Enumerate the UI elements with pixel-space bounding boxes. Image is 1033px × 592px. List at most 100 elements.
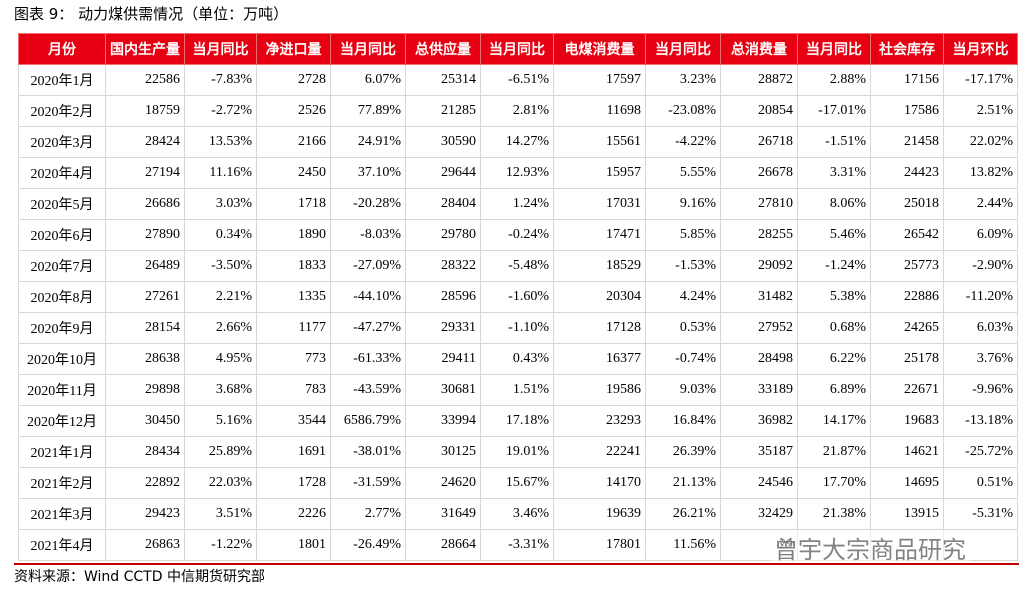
cell: 28638	[105, 343, 185, 375]
cell: 31482	[720, 281, 798, 313]
cell: 5.55%	[645, 157, 721, 189]
header-cell: 当月同比	[797, 33, 871, 65]
cell: 32429	[720, 498, 798, 530]
cell: -17.17%	[943, 64, 1018, 96]
cell: 14.27%	[480, 126, 554, 158]
cell: 18529	[553, 250, 646, 282]
cell: 28498	[720, 343, 798, 375]
cell: 26686	[105, 188, 185, 220]
cell: 24265	[870, 312, 944, 344]
cell: 3.46%	[480, 498, 554, 530]
cell: 37.10%	[330, 157, 406, 189]
row: 2020年11月 29898 3.68% 783 -43.59% 30681 1.51% 19…	[18, 374, 1018, 406]
cell: 30681	[405, 374, 481, 406]
rule	[14, 563, 1019, 565]
cell: -1.60%	[480, 281, 554, 313]
cell: 2.21%	[184, 281, 257, 313]
cell: 17156	[870, 64, 944, 96]
cell: 17586	[870, 95, 944, 127]
cell: 22.03%	[184, 467, 257, 499]
cell: 6.07%	[330, 64, 406, 96]
cell: 1728	[256, 467, 331, 499]
cell: 1833	[256, 250, 331, 282]
cell: 19683	[870, 405, 944, 437]
cell: 35187	[720, 436, 798, 468]
cell: 1177	[256, 312, 331, 344]
cell: 15.67%	[480, 467, 554, 499]
cell: 9.03%	[645, 374, 721, 406]
header-cell: 当月同比	[330, 33, 406, 65]
row: 2020年6月 27890 0.34% 1890 -8.03% 29780 -0.24% 17…	[18, 219, 1018, 251]
cell: 20854	[720, 95, 798, 127]
cell: 28424	[105, 126, 185, 158]
cell: -38.01%	[330, 436, 406, 468]
cell: 0.34%	[184, 219, 257, 251]
cell: -47.27%	[330, 312, 406, 344]
cell: 22241	[553, 436, 646, 468]
cell: 2021年2月	[18, 467, 106, 499]
cell: -1.53%	[645, 250, 721, 282]
cell: 17471	[553, 219, 646, 251]
cell: 29898	[105, 374, 185, 406]
cell: 21.13%	[645, 467, 721, 499]
cell: 2020年2月	[18, 95, 106, 127]
cell: 3.31%	[797, 157, 871, 189]
row: 2020年7月 26489 -3.50% 1833 -27.09% 28322 -5.48%…	[18, 250, 1018, 282]
cell: 0.68%	[797, 312, 871, 344]
cell: 26863	[105, 529, 185, 561]
cell: 2020年12月	[18, 405, 106, 437]
cell: 14621	[870, 436, 944, 468]
cell: 6586.79%	[330, 405, 406, 437]
cell: -13.18%	[943, 405, 1018, 437]
cell: 8.06%	[797, 188, 871, 220]
cell: 24546	[720, 467, 798, 499]
cell: 2021年4月	[18, 529, 106, 561]
cell: 2020年11月	[18, 374, 106, 406]
cell: 27261	[105, 281, 185, 313]
header-cell: 国内生产量	[105, 33, 185, 65]
row: 2020年3月 28424 13.53% 2166 24.91% 30590 14.27% 1…	[18, 126, 1018, 158]
cell: 13915	[870, 498, 944, 530]
cell: 15957	[553, 157, 646, 189]
cell: 27952	[720, 312, 798, 344]
cell: 6.22%	[797, 343, 871, 375]
cell: 27810	[720, 188, 798, 220]
cell: 22886	[870, 281, 944, 313]
row: 2021年3月 29423 3.51% 2226 2.77% 31649 3.46% 1963…	[18, 498, 1018, 530]
cell: 2020年7月	[18, 250, 106, 282]
cell: -23.08%	[645, 95, 721, 127]
cell: 36982	[720, 405, 798, 437]
cell: 4.95%	[184, 343, 257, 375]
cell: 1718	[256, 188, 331, 220]
cell: 5.38%	[797, 281, 871, 313]
cell: 23293	[553, 405, 646, 437]
cell: 30590	[405, 126, 481, 158]
cell: 9.16%	[645, 188, 721, 220]
row: 2020年8月 27261 2.21% 1335 -44.10% 28596 -1.60% 2…	[18, 281, 1018, 313]
cell: 14695	[870, 467, 944, 499]
cell: 1691	[256, 436, 331, 468]
cell: 25178	[870, 343, 944, 375]
cell: 22.02%	[943, 126, 1018, 158]
header-cell: 电煤消费量	[553, 33, 646, 65]
cell: 11698	[553, 95, 646, 127]
cell: 3.03%	[184, 188, 257, 220]
cell: 22892	[105, 467, 185, 499]
cell: 21285	[405, 95, 481, 127]
cell: 16.84%	[645, 405, 721, 437]
row: 2021年2月 22892 22.03% 1728 -31.59% 24620 15.67%…	[18, 467, 1018, 499]
cell: 3544	[256, 405, 331, 437]
cell: 2166	[256, 126, 331, 158]
header-cell: 净进口量	[256, 33, 331, 65]
cell: 2450	[256, 157, 331, 189]
cell: 2020年3月	[18, 126, 106, 158]
cell: 19586	[553, 374, 646, 406]
cell: 17128	[553, 312, 646, 344]
header-cell: 总供应量	[405, 33, 481, 65]
cell: -6.51%	[480, 64, 554, 96]
header-cell: 当月环比	[943, 33, 1018, 65]
cell: 29092	[720, 250, 798, 282]
cell: -9.96%	[943, 374, 1018, 406]
cell: 17801	[553, 529, 646, 561]
cell: 4.24%	[645, 281, 721, 313]
